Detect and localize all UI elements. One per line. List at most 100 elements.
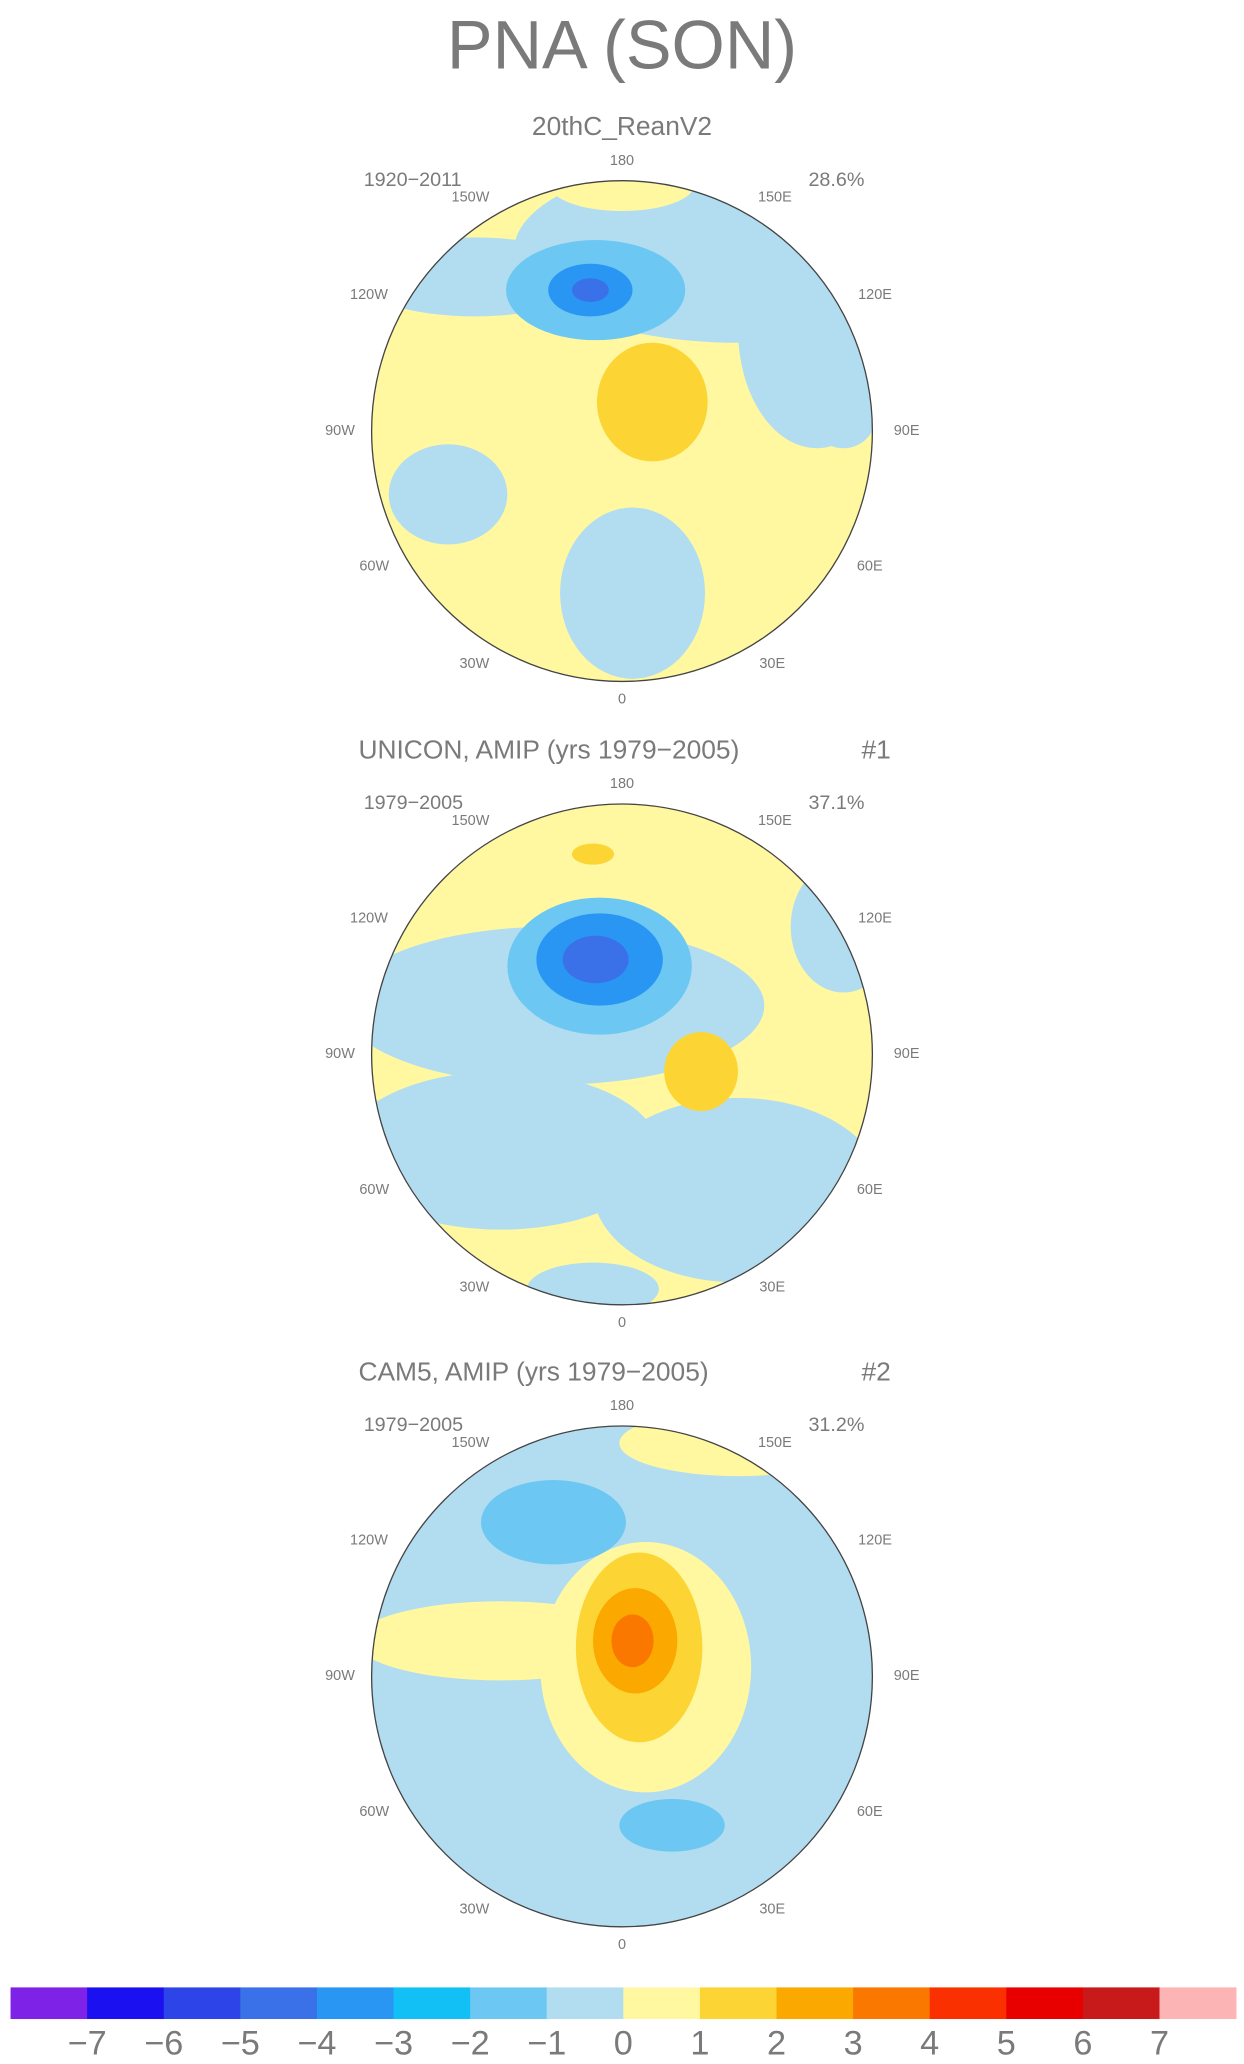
colorbar-label: 1 [690,2024,709,2062]
longitude-label: 30W [460,1279,490,1295]
longitude-label: 90E [894,423,920,439]
map-outline [370,180,874,683]
longitude-label: 180 [610,776,634,792]
colorbar-swatch [1082,1987,1160,2020]
colorbar-swatch [699,1987,777,2020]
longitude-label: 150W [452,813,490,829]
anomaly-region [596,342,708,462]
anomaly-region [371,1071,659,1230]
colorbar-swatch [470,1987,548,2020]
colorbar-swatch [87,1987,165,2020]
colorbar-label: 3 [844,2024,863,2062]
colorbar-swatch [776,1987,854,2020]
longitude-label: 90E [894,1668,920,1684]
anomaly-region [571,278,609,302]
figure-title: PNA (SON) [447,6,797,83]
longitude-label: 0 [618,1937,626,1953]
longitude-label: 90W [325,1046,355,1062]
longitude-label: 60E [857,1804,883,1820]
colorbar-swatch [853,1987,931,2020]
colorbar-swatch [163,1987,241,2020]
longitude-label: 90W [325,423,355,439]
anomaly-region [560,507,706,679]
colorbar-swatch [1006,1987,1084,2020]
longitude-label: 150E [758,813,792,829]
longitude-label: 120E [858,287,892,303]
variance-label: 37.1% [808,792,864,814]
longitude-label: 180 [610,1398,634,1414]
longitude-label: 0 [618,1315,626,1331]
longitude-label: 60E [857,1182,883,1198]
longitude-label: 120W [350,910,388,926]
colorbar-label: 7 [1150,2024,1169,2062]
colorbar-swatch [1159,1987,1237,2020]
longitude-label: 30E [759,1279,785,1295]
colorbar-label: 0 [614,2024,633,2062]
anomaly-region [619,1798,725,1852]
map-outline [370,803,874,1306]
longitude-label: 60W [359,559,389,575]
panel-subtitle: 20thC_ReanV2 [532,111,712,141]
longitude-label: 30W [460,656,490,672]
anomaly-region [388,444,508,545]
panel-subtitle: CAM5, AMIP (yrs 1979−2005) [358,1356,708,1386]
longitude-label: 90E [894,1046,920,1062]
anomaly-region [593,1097,873,1283]
anomaly-region [480,1480,626,1565]
colorbar-label: −6 [144,2024,183,2062]
anomaly-region [562,935,629,984]
colorbar-swatch [546,1987,624,2020]
colorbar-swatch [240,1987,318,2020]
colorbar-label: −7 [68,2024,107,2062]
longitude-label: 30E [759,656,785,672]
map-panel [370,803,874,1306]
longitude-label: 150E [758,1435,792,1451]
colorbar-label: −2 [451,2024,490,2062]
longitude-label: 30E [759,1901,785,1917]
period-label: 1979−2005 [364,1414,463,1436]
colorbar-label: −5 [221,2024,260,2062]
longitude-label: 120E [858,1532,892,1548]
anomaly-region [664,1032,738,1112]
colorbar-swatch [929,1987,1007,2020]
map-panel [370,1425,874,1928]
colorbar-label: 2 [767,2024,786,2062]
longitude-label: 60E [857,559,883,575]
longitude-label: 180 [610,153,634,169]
period-label: 1920−2011 [364,169,462,191]
longitude-label: 120W [350,1532,388,1548]
colorbar-label: 4 [920,2024,939,2062]
panel-subtitle: UNICON, AMIP (yrs 1979−2005) [358,734,739,764]
anomaly-region [549,180,695,212]
colorbar-label: 6 [1073,2024,1092,2062]
anomaly-region [790,860,873,993]
anomaly-region [611,1614,654,1668]
colorbar-label: −3 [374,2024,413,2062]
longitude-label: 60W [359,1182,389,1198]
panel-tag: #2 [862,1356,891,1386]
colorbar-label: −4 [297,2024,336,2062]
colorbar-swatch [316,1987,394,2020]
panel-tag: #1 [862,734,891,764]
variance-label: 31.2% [808,1414,864,1436]
colorbar-label: 5 [997,2024,1016,2062]
variance-label: 28.6% [808,169,864,191]
period-label: 1979−2005 [364,792,463,814]
longitude-label: 0 [618,692,626,708]
map-outline [370,1425,874,1928]
longitude-label: 120E [858,910,892,926]
anomaly-region [571,843,615,865]
anomaly-region [810,382,873,449]
longitude-label: 90W [325,1668,355,1684]
colorbar-swatch [393,1987,471,2020]
longitude-label: 60W [359,1804,389,1820]
longitude-label: 150W [452,190,490,206]
longitude-label: 30W [460,1901,490,1917]
colorbar-swatch [623,1987,701,2020]
longitude-label: 150W [452,1435,490,1451]
colorbar-label: −1 [527,2024,566,2062]
longitude-label: 150E [758,190,792,206]
map-panel [370,180,874,683]
longitude-label: 120W [350,287,388,303]
